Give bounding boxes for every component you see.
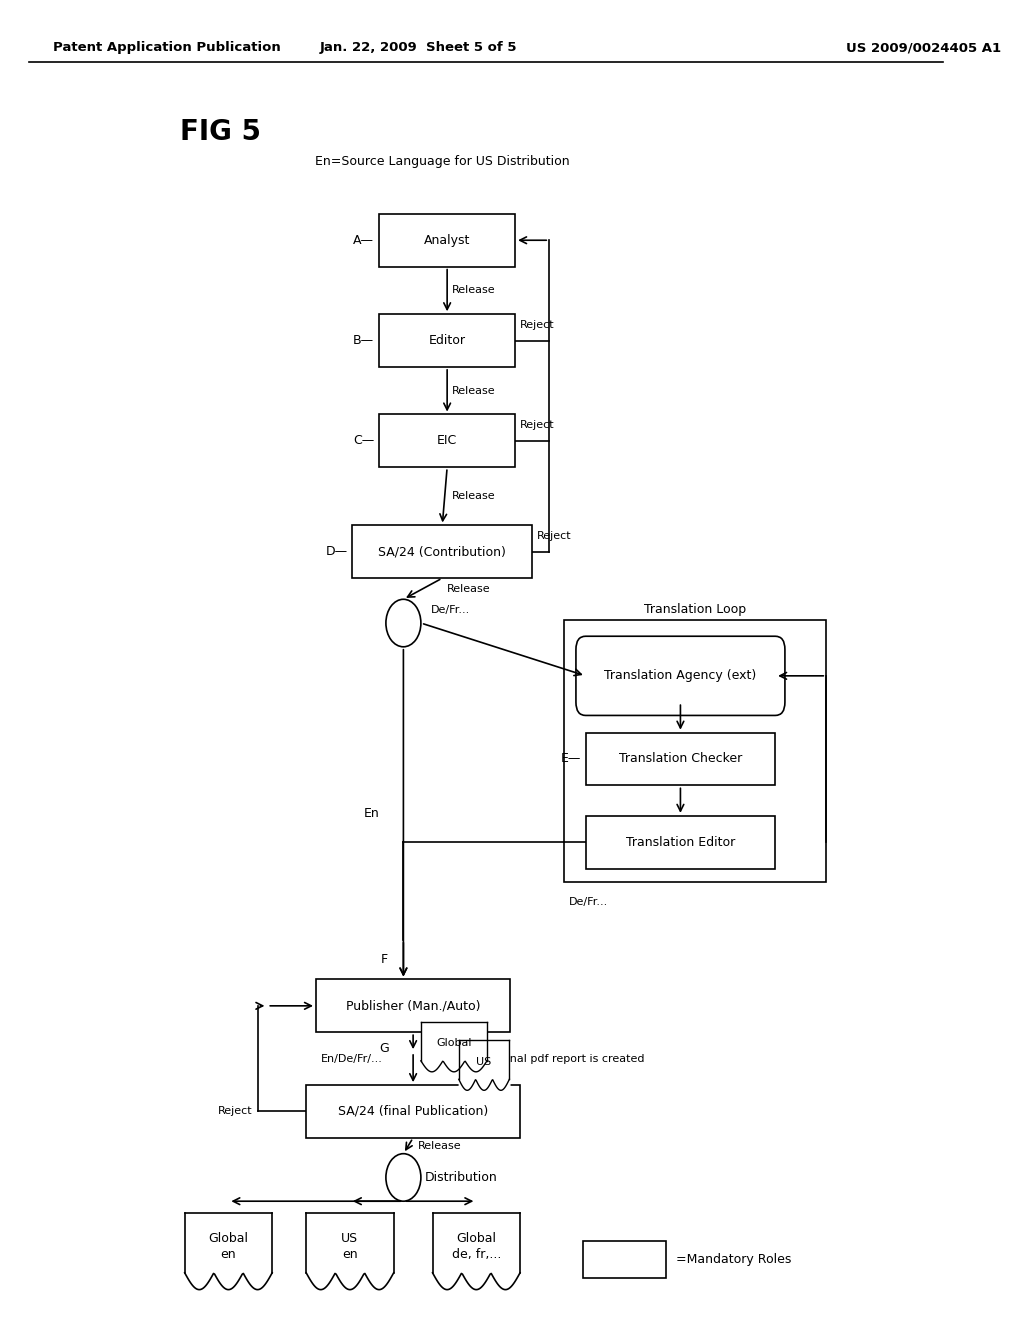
FancyBboxPatch shape — [584, 1241, 666, 1278]
FancyBboxPatch shape — [575, 636, 785, 715]
Text: US
en: US en — [341, 1232, 358, 1261]
FancyBboxPatch shape — [586, 816, 775, 869]
Text: A—: A— — [353, 234, 374, 247]
FancyBboxPatch shape — [459, 1040, 509, 1080]
Text: Reject: Reject — [537, 531, 571, 541]
FancyBboxPatch shape — [564, 620, 826, 882]
Text: US: US — [476, 1057, 492, 1067]
Text: Translation Loop: Translation Loop — [644, 603, 746, 616]
Text: Translation Editor: Translation Editor — [626, 836, 735, 849]
Text: Reject: Reject — [218, 1106, 253, 1117]
Text: Global: Global — [436, 1039, 472, 1048]
Text: Release: Release — [418, 1140, 462, 1151]
FancyBboxPatch shape — [379, 214, 515, 267]
FancyBboxPatch shape — [352, 525, 532, 578]
Text: F: F — [380, 953, 387, 966]
Text: C—: C— — [353, 434, 374, 447]
FancyBboxPatch shape — [586, 733, 775, 785]
Text: Final pdf report is created: Final pdf report is created — [501, 1053, 644, 1064]
Text: Release: Release — [452, 285, 496, 296]
Text: Release: Release — [452, 385, 496, 396]
Text: Jan. 22, 2009  Sheet 5 of 5: Jan. 22, 2009 Sheet 5 of 5 — [319, 41, 517, 54]
Text: Release: Release — [447, 583, 490, 594]
Text: Translation Agency (ext): Translation Agency (ext) — [604, 669, 757, 682]
FancyBboxPatch shape — [432, 1213, 520, 1272]
Text: Reject: Reject — [520, 319, 555, 330]
FancyBboxPatch shape — [316, 979, 510, 1032]
Text: De/Fr...: De/Fr... — [568, 896, 608, 907]
Text: G: G — [379, 1041, 389, 1055]
FancyBboxPatch shape — [306, 1085, 520, 1138]
FancyBboxPatch shape — [379, 414, 515, 467]
Text: Patent Application Publication: Patent Application Publication — [53, 41, 282, 54]
FancyBboxPatch shape — [306, 1213, 393, 1272]
Text: EIC: EIC — [437, 434, 458, 447]
Text: B—: B— — [353, 334, 374, 347]
Text: SA/24 (final Publication): SA/24 (final Publication) — [338, 1105, 488, 1118]
Text: Analyst: Analyst — [424, 234, 470, 247]
Text: Release: Release — [452, 491, 496, 502]
Text: US 2009/0024405 A1: US 2009/0024405 A1 — [846, 41, 1000, 54]
Text: En/De/Fr/...: En/De/Fr/... — [321, 1053, 383, 1064]
Text: Global
en: Global en — [209, 1232, 249, 1261]
Text: Publisher (Man./Auto): Publisher (Man./Auto) — [346, 999, 480, 1012]
Text: De/Fr...: De/Fr... — [431, 605, 470, 615]
Text: Translation Checker: Translation Checker — [618, 752, 742, 766]
FancyBboxPatch shape — [184, 1213, 272, 1272]
Text: Global
de, fr,...: Global de, fr,... — [452, 1232, 501, 1261]
Text: En=Source Language for US Distribution: En=Source Language for US Distribution — [315, 154, 569, 168]
FancyBboxPatch shape — [421, 1022, 487, 1061]
Text: Reject: Reject — [520, 420, 555, 430]
Text: Distribution: Distribution — [425, 1171, 498, 1184]
Text: E—: E— — [560, 752, 581, 766]
Text: SA/24 (Contribution): SA/24 (Contribution) — [378, 545, 506, 558]
FancyBboxPatch shape — [379, 314, 515, 367]
Text: Editor: Editor — [429, 334, 466, 347]
Text: FIG 5: FIG 5 — [180, 117, 261, 147]
Text: =Mandatory Roles: =Mandatory Roles — [676, 1253, 791, 1266]
Text: D—: D— — [326, 545, 347, 558]
Text: En: En — [364, 807, 379, 820]
